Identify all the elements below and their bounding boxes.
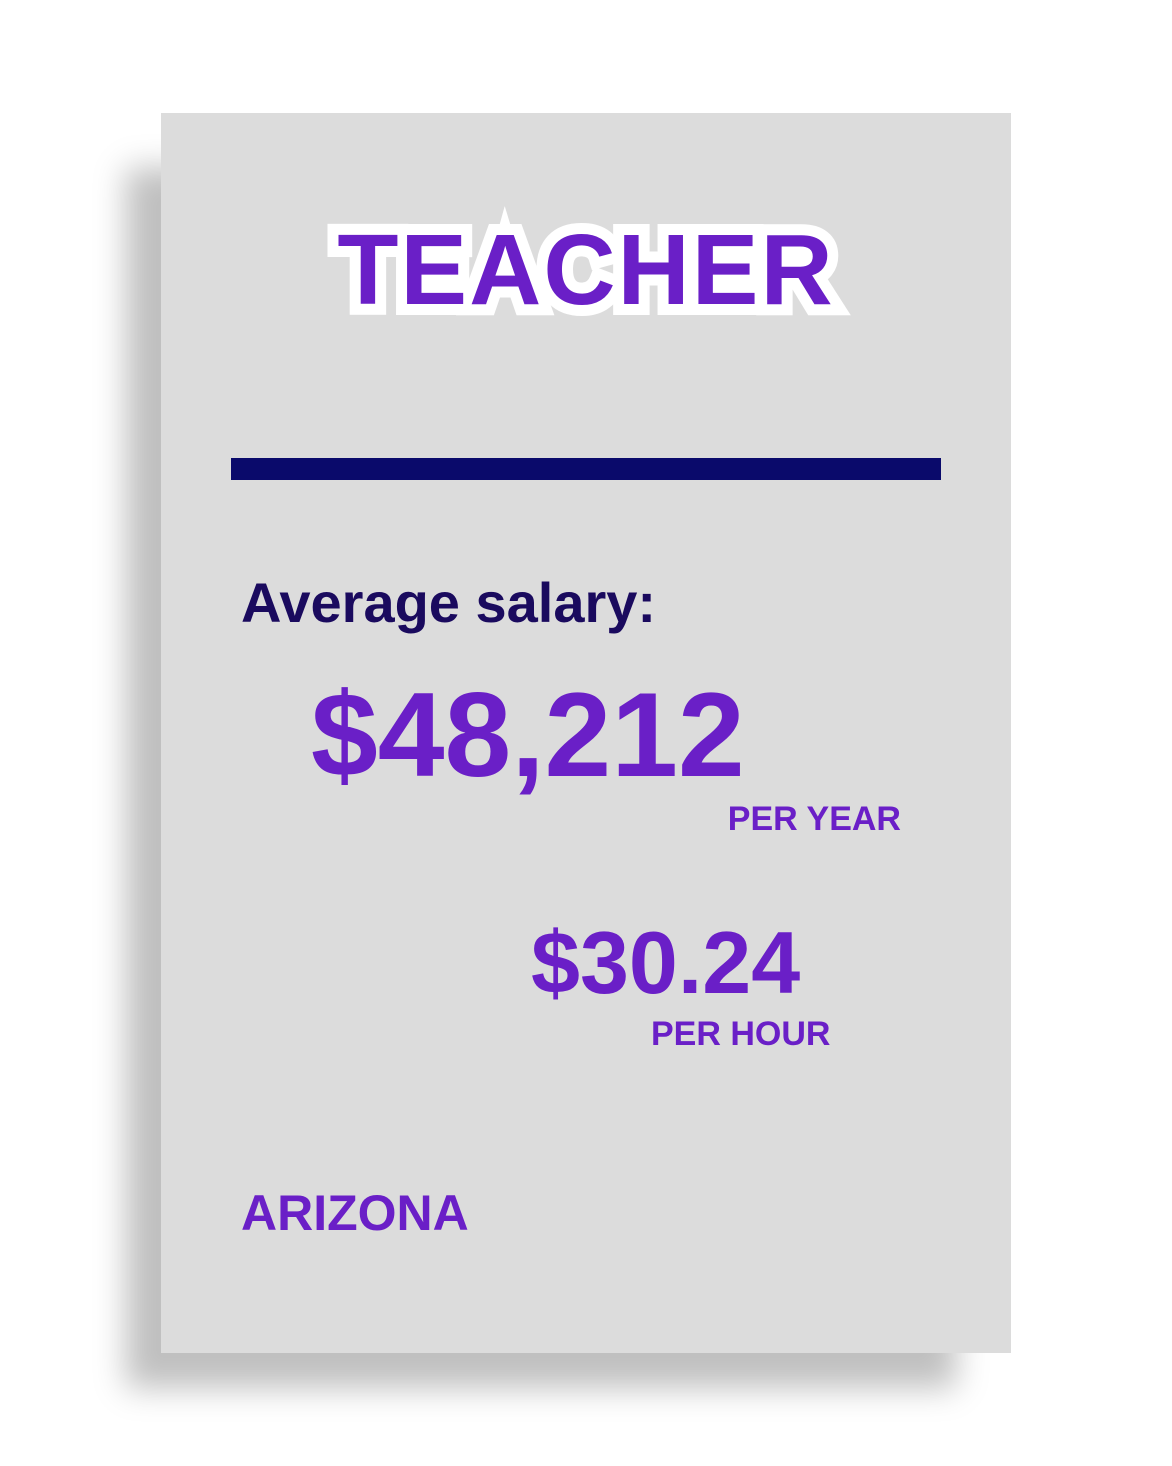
salary-label: Average salary:: [241, 570, 951, 635]
job-title: TEACHER: [221, 213, 951, 328]
hourly-amount: $30.24: [531, 919, 951, 1007]
yearly-block: $48,212 PER YEAR: [311, 675, 951, 839]
location-label: ARIZONA: [241, 1184, 951, 1242]
hourly-unit: PER HOUR: [651, 1015, 951, 1054]
hourly-block: $30.24 PER HOUR: [531, 919, 951, 1054]
divider-line: [231, 458, 941, 480]
yearly-unit: PER YEAR: [311, 800, 901, 839]
salary-card: TEACHER Average salary: $48,212 PER YEAR…: [161, 113, 1011, 1353]
yearly-amount: $48,212: [311, 675, 951, 795]
